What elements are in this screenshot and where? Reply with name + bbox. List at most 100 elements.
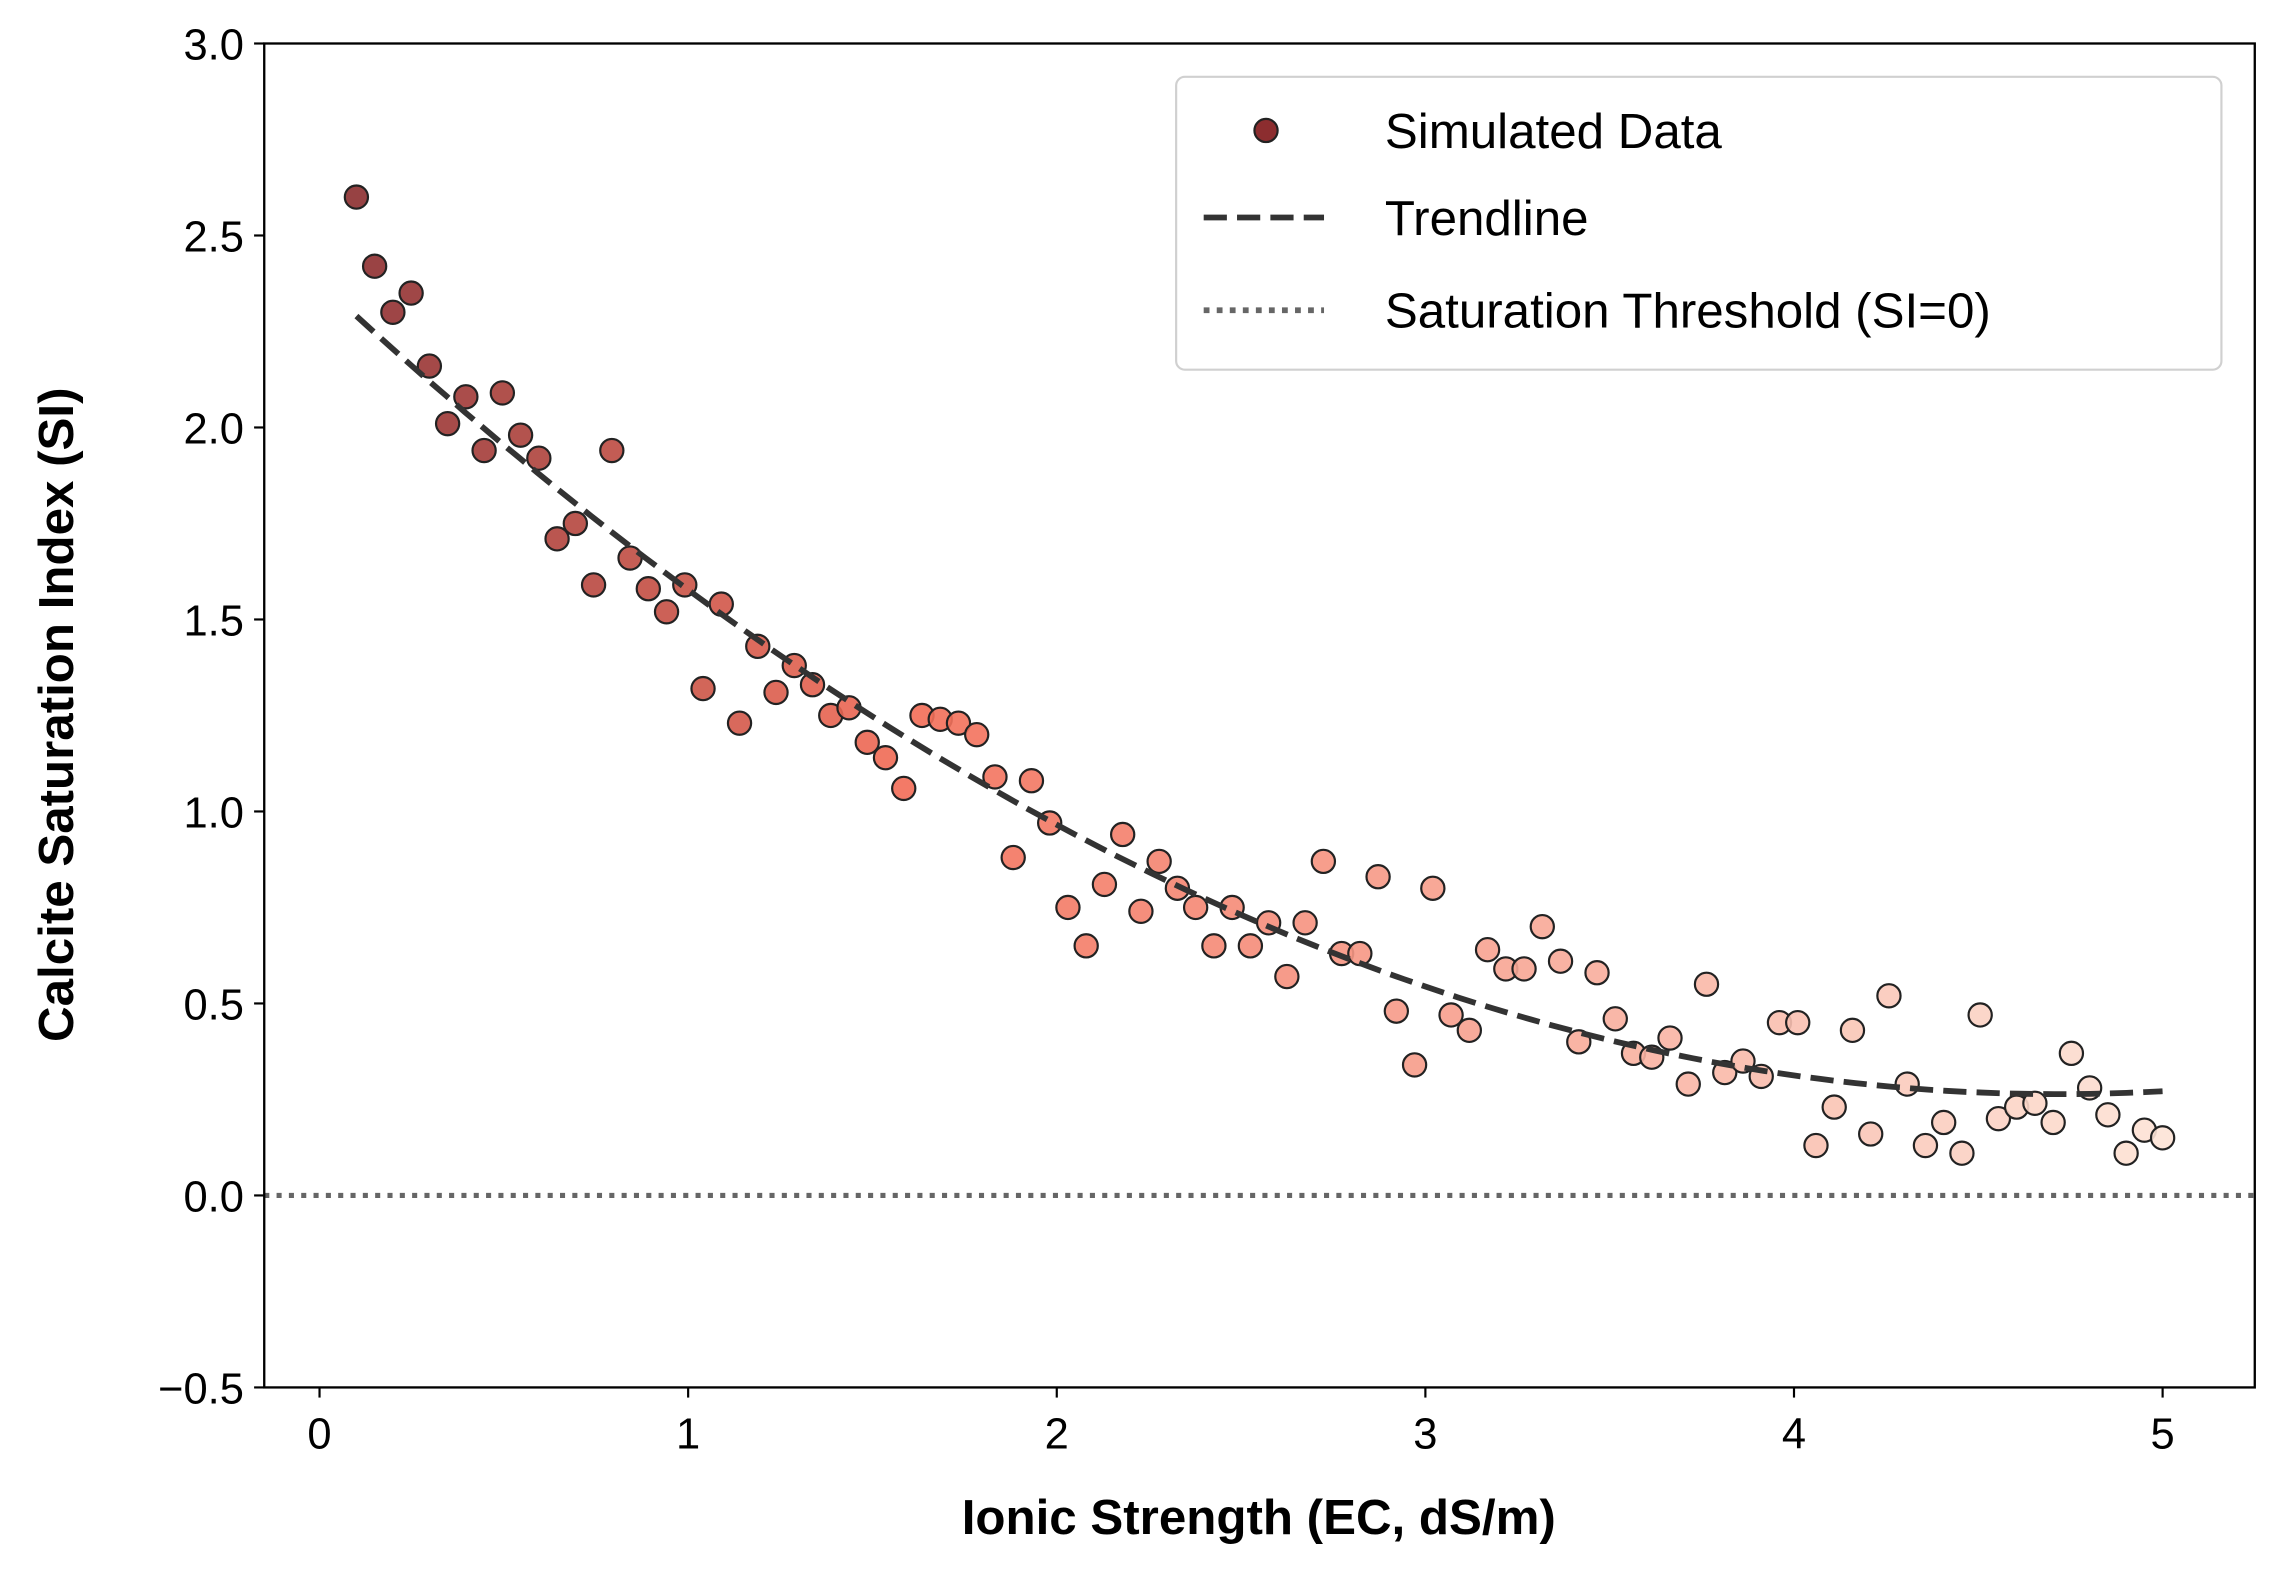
data-point: [1529, 913, 1555, 940]
data-point: [1876, 983, 1902, 1009]
x-tick-label: 2: [1045, 1410, 1069, 1458]
data-point: [398, 280, 424, 306]
axis-ticks: 0 1 2 3 4 5 −0.5 0.0 0.5 1.0 1.5 2.0 2.5 3.0: [158, 21, 2175, 1458]
data-point: [1657, 1025, 1683, 1051]
data-point: [1547, 948, 1574, 974]
data-point: [2113, 1140, 2139, 1166]
data-point: [1365, 864, 1391, 890]
data-point: [1985, 1105, 2012, 1132]
data-point: [434, 410, 461, 437]
data-point: [544, 526, 570, 552]
y-tick-label: −0.5: [158, 1365, 244, 1413]
data-point: [1237, 933, 1264, 959]
data-point: [1128, 898, 1154, 924]
data-point: [2040, 1109, 2066, 1136]
data-point: [2149, 1125, 2176, 1151]
data-point: [507, 422, 534, 448]
data-point: [1310, 848, 1337, 875]
data-point: [489, 380, 516, 406]
y-tick-label: 0.0: [183, 1173, 243, 1221]
data-point: [526, 445, 552, 471]
data-point: [2022, 1090, 2048, 1116]
data-point: [471, 437, 497, 464]
data-point: [854, 729, 880, 756]
x-axis-label: Ionic Strength (EC, dS/m): [962, 1490, 1556, 1545]
y-tick-label: 3.0: [183, 21, 243, 69]
data-point: [1803, 1132, 1829, 1159]
data-point: [416, 353, 443, 379]
data-point: [1912, 1132, 1939, 1159]
data-point: [726, 710, 753, 736]
data-point: [1401, 1052, 1428, 1078]
y-tick-label: 1.5: [183, 597, 243, 645]
x-tick-label: 3: [1413, 1410, 1437, 1458]
plot-frame: [263, 42, 2256, 1389]
y-tick-label: 0.5: [183, 981, 243, 1029]
data-point: [2095, 1102, 2121, 1128]
data-point: [1055, 894, 1081, 921]
data-point: [1930, 1109, 1957, 1136]
y-axis-label: Calcite Saturation Index (SI): [29, 388, 84, 1042]
data-point: [617, 545, 643, 571]
data-point: [599, 437, 625, 464]
data-point: [1201, 933, 1227, 959]
data-point: [343, 184, 370, 210]
data-point: [1182, 894, 1209, 921]
data-point: [2058, 1040, 2085, 1067]
legend: Simulated Data Trendline Saturation Thre…: [1175, 75, 2223, 371]
legend-label-simulated-data: Simulated Data: [1385, 104, 1723, 159]
data-point: [380, 299, 406, 325]
x-tick-label: 1: [676, 1410, 700, 1458]
data-point: [1511, 956, 1537, 982]
x-tick-label: 4: [1782, 1410, 1806, 1458]
data-point: [982, 764, 1008, 790]
data-point: [672, 572, 698, 598]
legend-label-trendline: Trendline: [1385, 191, 1589, 246]
data-point: [1949, 1140, 1975, 1166]
data-point: [964, 721, 990, 748]
data-point: [635, 576, 661, 602]
data-point: [1073, 933, 1099, 959]
data-point: [453, 384, 479, 410]
data-point: [562, 510, 589, 537]
x-tick-label: 0: [307, 1410, 331, 1458]
data-point: [1292, 910, 1318, 936]
data-point: [1839, 1017, 1866, 1044]
data-point: [945, 710, 972, 736]
data-point: [1091, 871, 1118, 898]
data-point: [361, 253, 388, 279]
data-point: [1602, 1006, 1628, 1032]
y-tick-label: 2.5: [183, 213, 243, 261]
data-point: [891, 775, 917, 802]
plot-marks: [264, 184, 2255, 1198]
data-point: [1967, 1002, 1993, 1028]
data-point: [1000, 844, 1026, 871]
y-tick-label: 2.0: [183, 405, 243, 453]
data-point: [1438, 1002, 1464, 1028]
data-point: [763, 679, 789, 706]
data-point: [580, 572, 607, 598]
data-point: [1894, 1071, 1920, 1097]
data-point: [1474, 937, 1501, 963]
data-point: [1821, 1094, 1847, 1120]
data-point: [1420, 875, 1446, 901]
data-point: [1274, 963, 1300, 990]
data-point: [1018, 768, 1045, 794]
data-point: [1584, 960, 1610, 986]
data-point: [1693, 971, 1720, 997]
legend-label-threshold: Saturation Threshold (SI=0): [1385, 284, 1991, 339]
data-point: [1109, 821, 1136, 848]
x-tick-label: 5: [2151, 1410, 2175, 1458]
data-point: [1383, 998, 1410, 1024]
y-tick-label: 1.0: [183, 789, 243, 837]
trendline: [354, 313, 2163, 1098]
data-point: [1456, 1017, 1483, 1044]
data-point: [1785, 1009, 1811, 1036]
data-point: [690, 675, 716, 702]
data-point: [1146, 848, 1172, 875]
data-point: [653, 599, 680, 625]
data-point: [1858, 1121, 1884, 1147]
data-point: [1675, 1071, 1701, 1097]
data-point: [872, 745, 899, 771]
